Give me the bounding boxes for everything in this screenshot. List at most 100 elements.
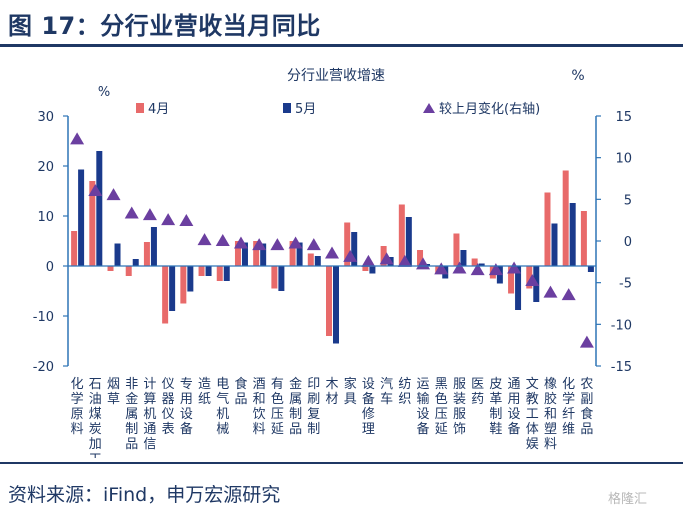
bar-may bbox=[241, 242, 248, 266]
change-marker bbox=[233, 236, 248, 249]
legend-swatch-april bbox=[136, 103, 144, 113]
change-marker bbox=[470, 263, 485, 276]
bar-april bbox=[307, 253, 314, 266]
change-marker bbox=[306, 238, 321, 251]
change-marker bbox=[179, 214, 194, 226]
bar-april bbox=[253, 241, 260, 266]
bar-may bbox=[132, 259, 139, 266]
category-label: 文教工体娱 bbox=[526, 377, 539, 452]
category-label: 农副食品 bbox=[580, 377, 593, 437]
bar-may bbox=[78, 169, 85, 266]
right-tick-label: 0 bbox=[624, 235, 632, 250]
bar-may bbox=[150, 227, 157, 266]
bar-april bbox=[398, 204, 405, 266]
category-label: 造纸 bbox=[198, 377, 211, 407]
change-marker bbox=[270, 238, 285, 251]
bar-may bbox=[114, 243, 121, 266]
legend-marker-change bbox=[423, 103, 435, 113]
bar-may bbox=[351, 232, 358, 266]
category-label: 金属制品 bbox=[289, 376, 302, 437]
bar-may bbox=[551, 223, 558, 266]
bar-may bbox=[587, 266, 594, 272]
legend-label-april: 4月 bbox=[148, 102, 169, 117]
bar-april bbox=[562, 170, 569, 266]
footer-divider bbox=[0, 462, 683, 464]
bar-may bbox=[205, 266, 212, 276]
bar-may bbox=[460, 250, 467, 266]
bar-april bbox=[453, 233, 460, 266]
bar-may bbox=[96, 151, 103, 266]
category-label: 仪器仪表 bbox=[162, 377, 175, 437]
left-tick-label: 0 bbox=[46, 260, 54, 275]
category-label: 化学纤维 bbox=[562, 377, 575, 437]
bar-may bbox=[333, 266, 339, 344]
bar-may bbox=[569, 203, 576, 266]
right-tick-label: -10 bbox=[611, 318, 632, 333]
change-markers bbox=[70, 132, 594, 348]
chart-title: 分行业营收增速 bbox=[287, 68, 385, 84]
left-tick-label: 20 bbox=[37, 160, 54, 175]
legend-swatch-may bbox=[283, 103, 291, 113]
change-marker bbox=[142, 208, 157, 221]
category-label: 酒和饮料 bbox=[253, 377, 266, 437]
right-tick-label: -15 bbox=[611, 360, 632, 375]
change-marker bbox=[106, 188, 121, 201]
bar-april bbox=[143, 242, 150, 266]
change-marker bbox=[525, 274, 540, 286]
change-marker bbox=[70, 132, 85, 145]
figure-title: 图 17：分行业营收当月同比 bbox=[8, 12, 321, 40]
legend: 4月 5月 较上月变化(右轴) bbox=[136, 101, 540, 117]
right-axis-unit: % bbox=[571, 68, 584, 84]
change-marker bbox=[452, 261, 467, 274]
left-tick-label: 30 bbox=[37, 110, 54, 125]
change-marker bbox=[361, 254, 376, 267]
category-label: 纺织 bbox=[398, 377, 411, 407]
category-label: 服装服饰 bbox=[453, 377, 466, 437]
change-marker bbox=[252, 238, 267, 251]
change-marker bbox=[434, 262, 449, 275]
bar-may bbox=[278, 266, 285, 291]
category-label: 石油煤炭加工 bbox=[89, 377, 102, 458]
bar-april bbox=[107, 266, 114, 271]
category-label: 木材 bbox=[325, 377, 338, 407]
category-label: 化学原料 bbox=[71, 377, 84, 437]
bar-april bbox=[580, 211, 587, 266]
right-tick-label: 10 bbox=[615, 152, 632, 167]
bar-may bbox=[296, 242, 303, 266]
category-label: 皮革制鞋 bbox=[489, 377, 502, 437]
category-labels: 化学原料石油煤炭加工烟草非金属制品计算机通信仪器仪表专用设备造纸电气机械食品酒和… bbox=[71, 376, 594, 458]
right-tick-label: 5 bbox=[624, 193, 632, 208]
category-label: 烟草 bbox=[107, 377, 120, 407]
bar-april bbox=[362, 266, 369, 271]
category-label: 设备修理 bbox=[362, 377, 375, 437]
bar-april bbox=[544, 192, 551, 266]
left-tick-label: 10 bbox=[37, 210, 54, 225]
change-marker bbox=[161, 213, 176, 226]
change-marker bbox=[124, 206, 139, 219]
bar-april bbox=[89, 181, 96, 266]
category-label: 专用设备 bbox=[180, 377, 193, 437]
watermark-logo: 格隆汇 bbox=[608, 492, 648, 507]
title-divider bbox=[0, 44, 683, 47]
category-label: 计算机通信 bbox=[143, 377, 156, 452]
change-marker bbox=[215, 234, 230, 246]
right-axis-tick-labels: 15 10 5 0 -5 -10 -15 bbox=[611, 110, 632, 375]
category-label: 家具 bbox=[344, 376, 357, 407]
right-tick-label: -5 bbox=[619, 277, 632, 292]
chart-axes bbox=[63, 115, 601, 367]
change-marker bbox=[561, 288, 576, 301]
bar-april bbox=[234, 241, 241, 266]
bar-april bbox=[125, 266, 132, 276]
change-marker bbox=[488, 263, 503, 276]
bar-may bbox=[405, 217, 412, 266]
right-tick-label: 15 bbox=[615, 110, 632, 125]
bar-may bbox=[169, 266, 176, 311]
category-label: 运输设备 bbox=[417, 377, 430, 437]
bar-april bbox=[180, 266, 187, 304]
bar-april bbox=[417, 250, 424, 266]
change-marker bbox=[507, 261, 522, 274]
change-marker bbox=[579, 335, 594, 348]
bar-series bbox=[71, 151, 594, 344]
bar-april bbox=[216, 266, 223, 281]
